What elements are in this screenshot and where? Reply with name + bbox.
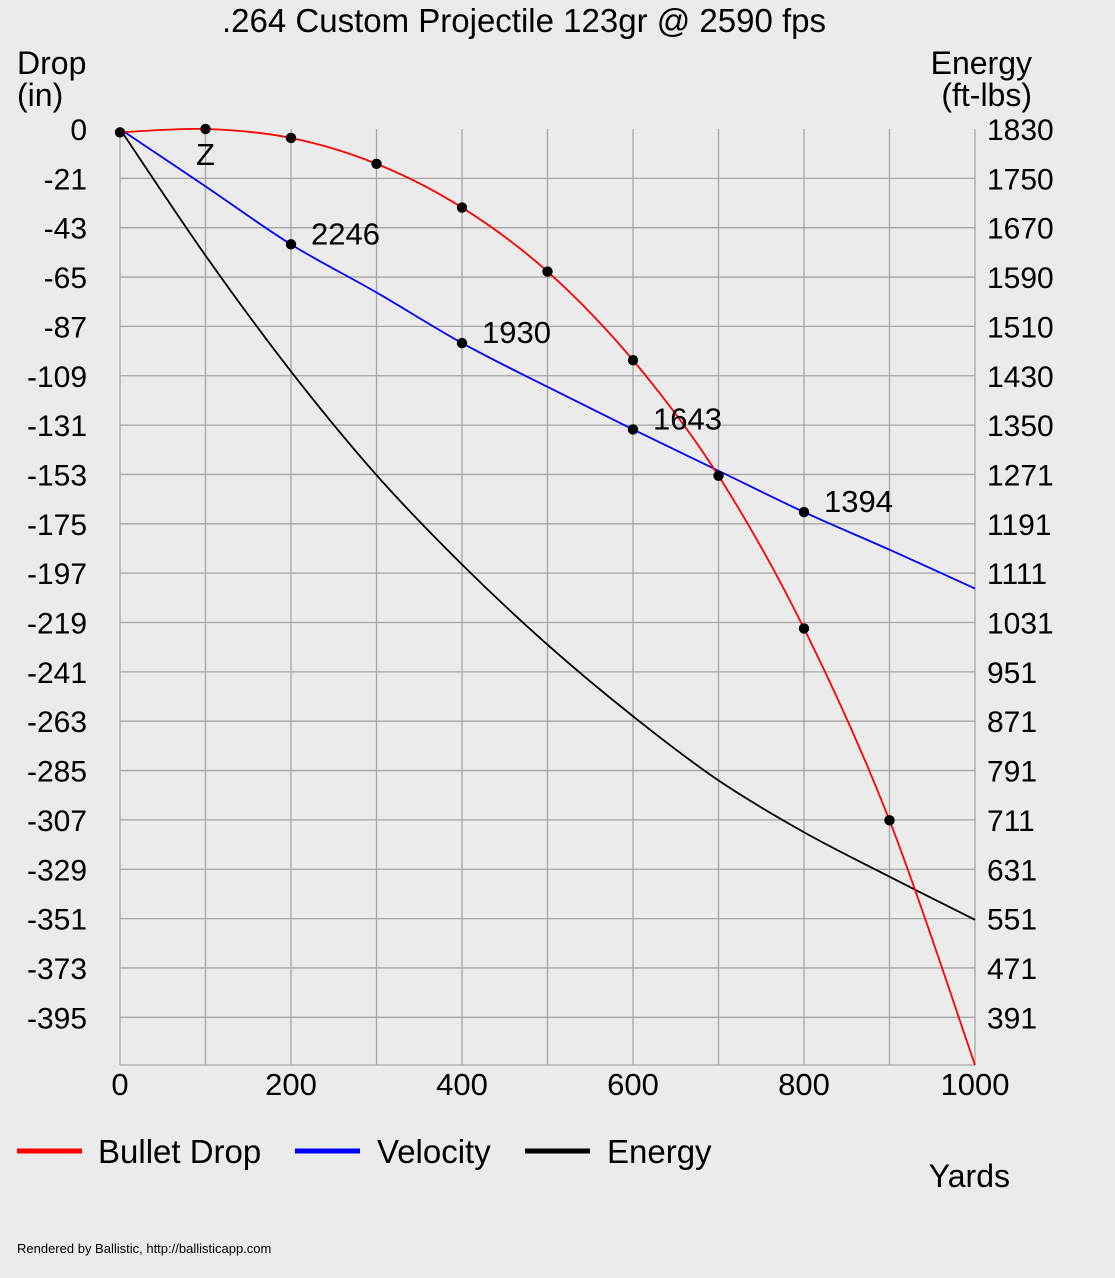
marker-layer <box>114 123 895 826</box>
right-tick-label: 551 <box>987 904 1037 937</box>
right-tick-label: 951 <box>987 657 1037 690</box>
x-tick-label: 1000 <box>941 1067 1010 1102</box>
data-point-bullet-drop <box>371 158 382 169</box>
grid <box>119 129 976 1066</box>
left-tick-label: -21 <box>44 163 87 196</box>
left-tick-label: -329 <box>27 854 87 887</box>
data-point-bullet-drop <box>713 470 724 481</box>
right-tick-label: 871 <box>987 706 1037 739</box>
legend-label-velocity: Velocity <box>377 1133 491 1170</box>
right-tick-label: 1350 <box>987 410 1054 443</box>
right-tick-label: 791 <box>987 756 1037 789</box>
data-point-velocity <box>285 239 297 250</box>
series-line-velocity <box>119 128 976 590</box>
x-tick-label: 200 <box>265 1067 317 1102</box>
data-point-bullet-drop <box>627 354 639 366</box>
left-axis-label-line1: Drop <box>17 45 86 81</box>
legend: Bullet Drop Velocity Energy <box>17 1133 712 1170</box>
left-tick-label: -351 <box>27 904 87 937</box>
right-tick-label: 1590 <box>987 262 1054 295</box>
data-point-bullet-drop <box>200 123 211 135</box>
data-point-bullet-drop <box>542 266 553 277</box>
right-tick-label: 1111 <box>987 558 1047 591</box>
data-label-velocity: 2246 <box>311 216 380 251</box>
data-point-velocity <box>627 424 639 435</box>
right-tick-label: 711 <box>987 805 1035 838</box>
left-tick-label: -307 <box>27 805 87 838</box>
left-tick-label: -395 <box>27 1002 87 1035</box>
left-tick-label: -263 <box>27 706 87 739</box>
label-layer: 0 1830 -21 1750 -43 1670 -65 1590 -87 1510 -109 143… <box>27 114 1054 1102</box>
right-tick-label: 1271 <box>987 459 1054 492</box>
data-label-velocity: 1930 <box>482 315 551 350</box>
data-point-bullet-drop <box>285 132 297 144</box>
left-tick-label: -131 <box>27 410 87 443</box>
right-tick-label: 1830 <box>987 114 1054 147</box>
left-tick-label: 0 <box>70 114 87 147</box>
data-point-velocity <box>798 506 810 518</box>
legend-label-energy: Energy <box>607 1133 712 1170</box>
x-axis-label: Yards <box>929 1158 1010 1194</box>
x-tick-label: 0 <box>111 1067 128 1102</box>
chart-title: .264 Custom Projectile 123gr @ 2590 fps <box>222 2 826 39</box>
right-tick-label: 391 <box>987 1002 1037 1035</box>
left-tick-label: -373 <box>27 953 87 986</box>
data-point-bullet-drop <box>114 127 126 138</box>
left-tick-label: -219 <box>27 608 87 641</box>
data-point-bullet-drop <box>884 815 895 826</box>
right-tick-label: 1031 <box>987 608 1054 641</box>
left-tick-label: -285 <box>27 756 87 789</box>
right-tick-label: 1750 <box>987 163 1054 196</box>
x-tick-label: 600 <box>607 1067 659 1102</box>
left-axis-label-line2: (in) <box>17 77 63 113</box>
data-point-bullet-drop <box>798 623 810 634</box>
left-tick-label: -87 <box>44 311 87 344</box>
credit-text: Rendered by Ballistic, http://ballistica… <box>17 1241 271 1256</box>
left-tick-label: -175 <box>27 509 87 542</box>
right-tick-label: 471 <box>987 953 1037 986</box>
left-tick-label: -153 <box>27 459 87 492</box>
right-tick-label: 1430 <box>987 361 1054 394</box>
x-tick-label: 400 <box>436 1067 488 1102</box>
data-point-bullet-drop <box>456 202 468 213</box>
data-point-velocity <box>456 337 468 349</box>
right-axis-label-line1: Energy <box>931 45 1032 81</box>
data-label-velocity: 1394 <box>824 484 893 519</box>
data-label-velocity: 1643 <box>653 401 722 436</box>
right-tick-label: 1191 <box>987 509 1052 542</box>
legend-label-bullet-drop: Bullet Drop <box>98 1133 261 1170</box>
left-tick-label: -65 <box>44 262 87 295</box>
right-tick-label: 631 <box>987 854 1037 887</box>
right-tick-label: 1510 <box>987 311 1054 344</box>
left-tick-label: -241 <box>27 657 87 690</box>
right-axis-label-line2: (ft-lbs) <box>941 77 1032 113</box>
left-tick-label: -197 <box>27 558 87 591</box>
zero-annotation: Z <box>196 137 215 172</box>
right-tick-label: 1670 <box>987 213 1054 246</box>
series-line-energy <box>119 128 976 921</box>
left-tick-label: -109 <box>27 361 87 394</box>
x-tick-label: 800 <box>778 1067 830 1102</box>
left-tick-label: -43 <box>44 213 87 246</box>
